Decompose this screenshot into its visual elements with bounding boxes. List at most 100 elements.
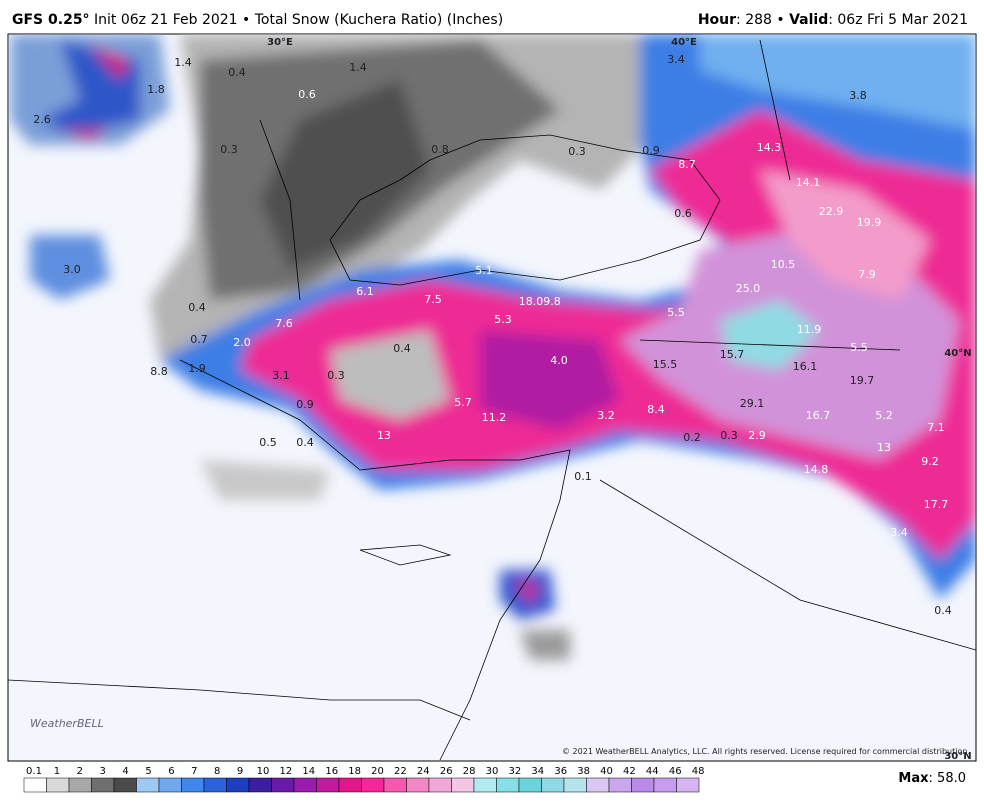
colorbar-tick-label: 2 xyxy=(77,766,83,777)
header-left: GFS 0.25° Init 06z 21 Feb 2021 • Total S… xyxy=(12,12,503,28)
colorbar-tick-label: 18 xyxy=(348,766,361,777)
snow-total-label: 7.5 xyxy=(424,293,442,306)
snow-total-label: 11.9 xyxy=(797,323,822,336)
colorbar-tick-label: 28 xyxy=(463,766,476,777)
snow-total-label: 0.3 xyxy=(220,143,238,156)
snow-total-label: 0.3 xyxy=(327,369,345,382)
colorbar-swatch xyxy=(46,777,70,793)
snow-total-label: 0.3 xyxy=(568,145,586,158)
snow-total-label: 5.7 xyxy=(454,396,472,409)
snow-total-label: 16.7 xyxy=(806,409,831,422)
colorbar-swatch xyxy=(203,777,227,793)
snow-total-label: 16.1 xyxy=(793,360,818,373)
colorbar-tick-label: 8 xyxy=(214,766,220,777)
colorbar-tick-label: 26 xyxy=(440,766,453,777)
colorbar-swatch xyxy=(608,777,632,793)
snow-total-label: 9.2 xyxy=(921,455,939,468)
snow-total-label: 25.0 xyxy=(736,282,761,295)
colorbar-swatch xyxy=(406,777,430,793)
snow-total-label: 0.2 xyxy=(683,431,701,444)
snow-total-label: 1.4 xyxy=(349,61,367,74)
colorbar-tick-label: 46 xyxy=(669,766,682,777)
snow-total-label: 0.8 xyxy=(431,143,449,156)
snow-total-label: 7.1 xyxy=(927,421,945,434)
colorbar: 0.1 1 2 3 4 5 6 7 8 9 10 12 14 16 18 20 22 24 26 28 30 32 34 36… xyxy=(23,766,705,793)
snow-total-label: 0.6 xyxy=(298,88,316,101)
colorbar-tick-label: 4 xyxy=(122,766,128,777)
colorbar-swatch xyxy=(136,777,160,793)
max-label: Max xyxy=(898,771,929,786)
colorbar-tick-label: 34 xyxy=(531,766,544,777)
coastlines xyxy=(8,39,976,761)
snow-total-label: 2.0 xyxy=(233,336,251,349)
colorbar-tick-label: 14 xyxy=(302,766,315,777)
colorbar-swatch xyxy=(226,777,250,793)
snow-total-label: 0.4 xyxy=(188,301,206,314)
colorbar-tick-label: 3 xyxy=(100,766,106,777)
snow-total-label: 1.4 xyxy=(174,56,192,69)
colorbar-swatch xyxy=(428,777,452,793)
snow-total-label: 14.1 xyxy=(796,176,821,189)
colorbar-swatch xyxy=(316,777,340,793)
snow-field xyxy=(10,34,976,660)
colorbar-tick-label: 36 xyxy=(554,766,567,777)
snow-total-label: 5.2 xyxy=(875,409,893,422)
colorbar-swatch xyxy=(563,777,587,793)
colorbar-tick-label: 48 xyxy=(692,766,705,777)
colorbar-swatch xyxy=(653,777,677,793)
snow-total-label: 17.7 xyxy=(924,498,949,511)
colorbar-swatch xyxy=(586,777,610,793)
snow-total-label: 14.3 xyxy=(757,141,782,154)
snow-total-label: 8.7 xyxy=(678,158,696,171)
snow-total-label: 0.1 xyxy=(574,470,592,483)
colorbar-tick-label: 5 xyxy=(145,766,151,777)
snow-total-label: 0.9 xyxy=(296,398,314,411)
max-value: : 58.0 xyxy=(928,771,966,786)
colorbar-swatch xyxy=(451,777,475,793)
snow-total-label: 4.0 xyxy=(550,354,568,367)
copyright: © 2021 WeatherBELL Analytics, LLC. All r… xyxy=(562,747,970,756)
snow-total-label: 9.8 xyxy=(543,295,561,308)
colorbar-tick-label: 44 xyxy=(646,766,659,777)
grid-label: 40°E xyxy=(671,37,697,48)
colorbar-tick-label: 1 xyxy=(54,766,60,777)
snow-total-label: 5.5 xyxy=(850,341,868,354)
snow-total-label: 2.9 xyxy=(748,429,766,442)
snow-total-label: 13 xyxy=(377,429,391,442)
run-info: Init 06z 21 Feb 2021 • Total Snow (Kuche… xyxy=(94,12,504,28)
snow-total-label: 3.8 xyxy=(849,89,867,102)
snow-total-label: 2.6 xyxy=(33,113,51,126)
colorbar-tick-label: 42 xyxy=(623,766,636,777)
colorbar-swatch xyxy=(68,777,92,793)
colorbar-swatch xyxy=(541,777,565,793)
snow-total-label: 15.5 xyxy=(653,358,678,371)
colorbar-swatch xyxy=(361,777,385,793)
snow-total-label: 7.6 xyxy=(275,317,293,330)
colorbar-swatch xyxy=(158,777,182,793)
colorbar-tick-label: 9 xyxy=(237,766,243,777)
snow-total-label: 3.4 xyxy=(667,53,685,66)
snow-total-label: 0.7 xyxy=(190,333,208,346)
colorbar-swatch xyxy=(181,777,205,793)
max: Max: 58.0 xyxy=(898,771,966,786)
snow-total-label: 8.8 xyxy=(150,365,168,378)
snow-total-label: 8.4 xyxy=(647,403,665,416)
snow-total-label: 22.9 xyxy=(819,205,844,218)
snow-total-label: 3.2 xyxy=(597,409,615,422)
snow-total-label: 3.1 xyxy=(272,369,290,382)
colorbar-swatch xyxy=(518,777,542,793)
snow-total-label: 13 xyxy=(877,441,891,454)
snow-total-label: 19.7 xyxy=(850,374,875,387)
snow-total-label: 5.3 xyxy=(494,313,512,326)
grid-label: 30°N xyxy=(944,751,971,762)
snow-total-label: 0.4 xyxy=(934,604,952,617)
colorbar-tick-label: 38 xyxy=(577,766,590,777)
colorbar-swatch xyxy=(23,777,47,793)
colorbar-tick-label: 16 xyxy=(325,766,338,777)
colorbar-tick-label: 0.1 xyxy=(26,766,42,777)
snow-total-label: 10.5 xyxy=(771,258,796,271)
colorbar-swatch xyxy=(248,777,272,793)
snow-total-label: 0.5 xyxy=(259,436,277,449)
